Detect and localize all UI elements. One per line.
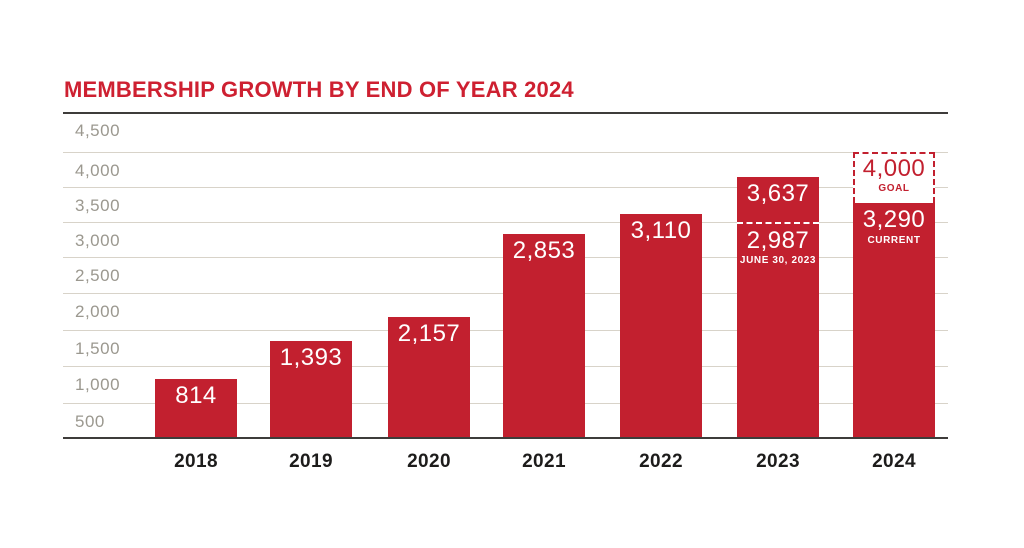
bar-2018 (155, 379, 237, 437)
x-tick-label-2021: 2021 (522, 451, 566, 472)
bar-value-label-2019: 1,393 (279, 344, 343, 371)
bar-value-label-2022: 3,110 (630, 217, 692, 244)
y-tick-label: 4,500 (75, 121, 121, 140)
x-tick-label-2023: 2023 (756, 451, 800, 472)
midyear-date-2023: JUNE 30, 2023 (739, 255, 817, 266)
y-tick-label: 1,000 (75, 375, 121, 394)
bar-2020 (388, 317, 470, 437)
goal-value-2024: 4,000 (862, 155, 926, 182)
bar-value-label-2018: 814 (175, 382, 217, 409)
y-tick-label: 4,000 (75, 161, 121, 180)
x-tick-label-2020: 2020 (407, 451, 451, 472)
bar-2024 (853, 203, 935, 437)
y-tick-label: 3,000 (75, 231, 121, 250)
bar-2019 (270, 341, 352, 437)
bar-value-label-2021: 2,853 (512, 237, 576, 264)
top-rule (63, 112, 948, 114)
x-axis-line (63, 437, 948, 439)
x-tick-label-2019: 2019 (289, 451, 333, 472)
x-tick-label-2024: 2024 (872, 451, 916, 472)
chart-title: MEMBERSHIP GROWTH BY END OF YEAR 2024 (64, 77, 574, 102)
current-caption-2024: CURRENT (867, 235, 921, 246)
midyear-value-2023: 2,987 (746, 227, 810, 254)
y-tick-label: 2,000 (75, 302, 121, 321)
y-tick-label: 3,500 (75, 196, 121, 215)
bar-2021 (503, 234, 585, 437)
goal-box-2024 (853, 152, 935, 203)
gridline (63, 187, 948, 188)
goal-caption-2024: GOAL (878, 183, 910, 194)
gridline (63, 152, 948, 153)
bar-value-label-2020: 2,157 (397, 320, 461, 347)
y-tick-label: 500 (75, 412, 105, 431)
x-tick-label-2018: 2018 (174, 451, 218, 472)
bar-2022 (620, 214, 702, 437)
bar-2023 (737, 177, 819, 437)
divider-line-2023 (737, 222, 819, 224)
bar-value-label-2023: 3,637 (746, 180, 810, 207)
x-tick-label-2022: 2022 (639, 451, 683, 472)
y-tick-label: 1,500 (75, 339, 121, 358)
y-tick-label: 2,500 (75, 266, 121, 285)
bar-value-label-2024: 3,290 (862, 206, 926, 233)
gridline (63, 222, 948, 223)
